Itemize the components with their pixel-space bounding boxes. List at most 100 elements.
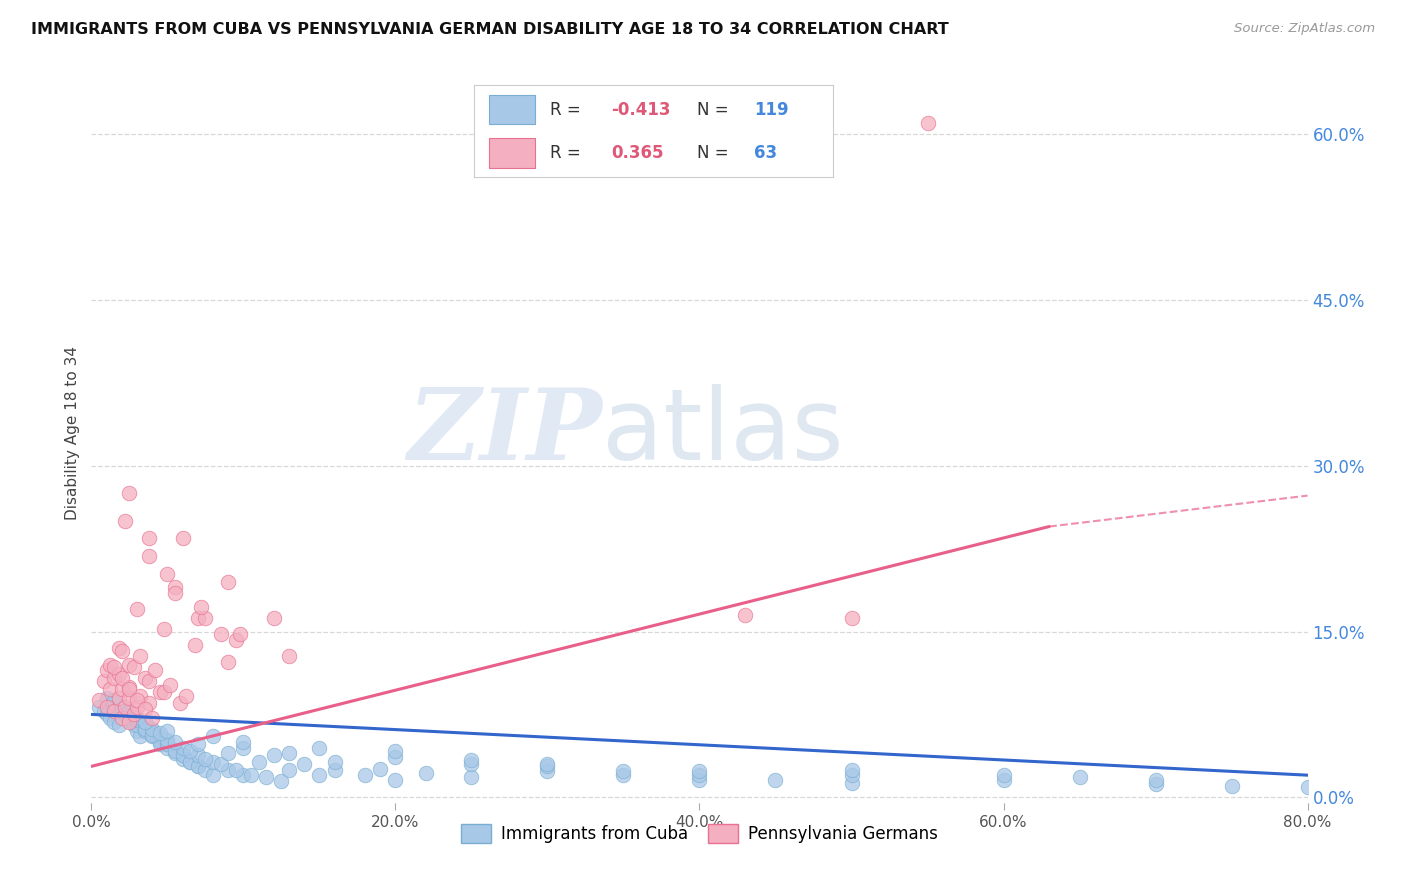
Point xyxy=(841,768,863,782)
Point xyxy=(993,772,1015,787)
Point xyxy=(125,699,148,714)
Point xyxy=(111,702,134,716)
Point xyxy=(122,718,145,732)
Point xyxy=(247,755,270,769)
Point xyxy=(107,690,129,705)
Point xyxy=(460,753,482,767)
Point xyxy=(103,697,125,711)
Point xyxy=(156,737,179,751)
Point xyxy=(194,763,217,777)
Point xyxy=(118,707,141,722)
Point xyxy=(217,746,239,760)
Point xyxy=(263,748,285,763)
Point xyxy=(138,674,160,689)
Point xyxy=(134,722,156,736)
Point xyxy=(122,660,145,674)
Point xyxy=(688,772,710,787)
Point xyxy=(156,737,179,751)
Point xyxy=(194,751,217,765)
Point xyxy=(153,623,176,637)
Point xyxy=(141,723,163,738)
Point xyxy=(217,574,239,589)
Point xyxy=(612,764,634,778)
Point xyxy=(141,726,163,740)
Point xyxy=(163,743,186,757)
Point xyxy=(138,722,160,736)
Point xyxy=(734,607,756,622)
Point xyxy=(96,707,118,722)
Point xyxy=(118,680,141,694)
Point xyxy=(172,748,194,763)
Point xyxy=(141,730,163,744)
Point xyxy=(129,689,152,703)
Point xyxy=(149,685,172,699)
Point xyxy=(149,732,172,747)
Point xyxy=(270,773,292,788)
Point xyxy=(263,611,285,625)
Point xyxy=(202,755,225,769)
Point xyxy=(122,707,145,722)
Point xyxy=(156,735,179,749)
Point xyxy=(103,671,125,685)
Point xyxy=(125,723,148,738)
Point xyxy=(159,677,181,691)
Point xyxy=(129,730,152,744)
Point xyxy=(368,762,391,776)
Point xyxy=(114,699,136,714)
Point xyxy=(460,757,482,772)
Point xyxy=(98,681,121,696)
Point xyxy=(134,723,156,738)
Point xyxy=(143,730,166,744)
Point xyxy=(323,755,346,769)
Point xyxy=(118,681,141,696)
Point xyxy=(118,715,141,730)
Point xyxy=(118,657,141,672)
Point xyxy=(688,764,710,778)
Point xyxy=(118,704,141,718)
Point xyxy=(209,626,232,640)
Point xyxy=(460,771,482,785)
Text: atlas: atlas xyxy=(602,384,844,481)
Text: IMMIGRANTS FROM CUBA VS PENNSYLVANIA GERMAN DISABILITY AGE 18 TO 34 CORRELATION : IMMIGRANTS FROM CUBA VS PENNSYLVANIA GER… xyxy=(31,22,949,37)
Point xyxy=(278,763,301,777)
Point xyxy=(841,763,863,777)
Point xyxy=(179,744,201,758)
Point xyxy=(125,693,148,707)
Point xyxy=(103,693,125,707)
Point xyxy=(187,737,209,751)
Point xyxy=(190,600,212,615)
Point xyxy=(93,704,115,718)
Point xyxy=(841,776,863,790)
Point xyxy=(156,567,179,582)
Point xyxy=(87,693,110,707)
Point xyxy=(156,732,179,747)
Point xyxy=(141,728,163,742)
Text: ZIP: ZIP xyxy=(408,384,602,481)
Point xyxy=(292,757,315,772)
Point xyxy=(917,116,939,130)
Point xyxy=(118,713,141,727)
Point xyxy=(308,768,330,782)
Point xyxy=(194,611,217,625)
Point xyxy=(138,531,160,545)
Point xyxy=(254,771,277,785)
Point xyxy=(536,757,558,772)
Point xyxy=(354,768,377,782)
Legend: Immigrants from Cuba, Pennsylvania Germans: Immigrants from Cuba, Pennsylvania Germa… xyxy=(454,817,945,850)
Point xyxy=(149,735,172,749)
Point xyxy=(87,699,110,714)
Point xyxy=(232,768,254,782)
Point xyxy=(103,715,125,730)
Point xyxy=(202,730,225,744)
Point xyxy=(107,718,129,732)
Point xyxy=(149,737,172,751)
Point xyxy=(217,656,239,670)
Point xyxy=(209,757,232,772)
Point xyxy=(103,704,125,718)
Point xyxy=(1296,780,1319,795)
Point xyxy=(308,740,330,755)
Point xyxy=(229,626,252,640)
Point xyxy=(125,715,148,730)
Point xyxy=(202,768,225,782)
Point xyxy=(217,763,239,777)
